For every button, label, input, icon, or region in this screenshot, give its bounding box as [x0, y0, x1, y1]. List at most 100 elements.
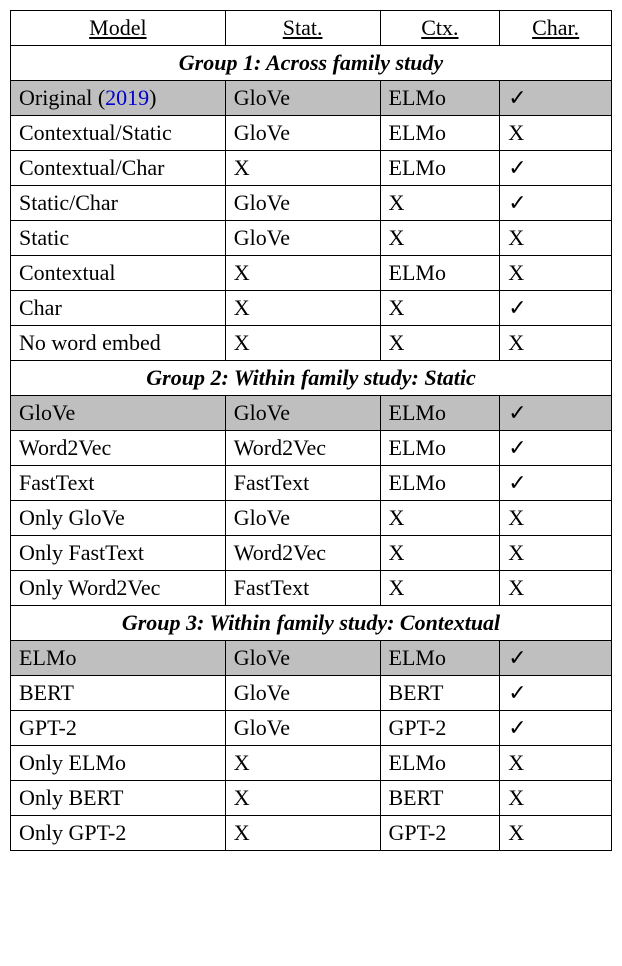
cell-stat: GloVe: [225, 711, 380, 746]
header-ctx: Ctx.: [380, 11, 500, 46]
cell-ctx: BERT: [380, 676, 500, 711]
cell-ctx: ELMo: [380, 396, 500, 431]
group-title: Group 3: Within family study: Contextual: [11, 606, 612, 641]
cell-model: Only BERT: [11, 781, 226, 816]
cell-model: Static/Char: [11, 186, 226, 221]
header-stat: Stat.: [225, 11, 380, 46]
cell-model: GloVe: [11, 396, 226, 431]
cell-ctx: X: [380, 536, 500, 571]
header-char: Char.: [500, 11, 612, 46]
cell-ctx: ELMo: [380, 466, 500, 501]
cell-char: ✓: [500, 186, 612, 221]
cell-stat: X: [225, 781, 380, 816]
cell-model: Only ELMo: [11, 746, 226, 781]
cell-ctx: X: [380, 291, 500, 326]
cell-char: X: [500, 256, 612, 291]
cell-ctx: X: [380, 326, 500, 361]
cell-model: Contextual/Static: [11, 116, 226, 151]
cell-model: Contextual/Char: [11, 151, 226, 186]
cell-ctx: X: [380, 571, 500, 606]
cell-stat: X: [225, 816, 380, 851]
table-row: BERTGloVeBERT✓: [11, 676, 612, 711]
cell-stat: FastText: [225, 571, 380, 606]
group-header-row: Group 1: Across family study: [11, 46, 612, 81]
group-header-row: Group 2: Within family study: Static: [11, 361, 612, 396]
cell-ctx: ELMo: [380, 116, 500, 151]
group-title: Group 1: Across family study: [11, 46, 612, 81]
cell-stat: X: [225, 151, 380, 186]
cell-ctx: ELMo: [380, 641, 500, 676]
cell-char: ✓: [500, 151, 612, 186]
table-row: GPT-2GloVeGPT-2✓: [11, 711, 612, 746]
cell-model: Only GPT-2: [11, 816, 226, 851]
cell-ctx: ELMo: [380, 81, 500, 116]
cell-char: X: [500, 536, 612, 571]
cell-char: ✓: [500, 676, 612, 711]
embeddings-table: Model Stat. Ctx. Char. Group 1: Across f…: [10, 10, 612, 851]
cell-char: X: [500, 501, 612, 536]
cell-stat: GloVe: [225, 641, 380, 676]
table-row: ELMoGloVeELMo✓: [11, 641, 612, 676]
cell-model: GPT-2: [11, 711, 226, 746]
cell-stat: GloVe: [225, 81, 380, 116]
cell-stat: X: [225, 256, 380, 291]
cell-model: FastText: [11, 466, 226, 501]
cell-char: ✓: [500, 396, 612, 431]
cell-stat: GloVe: [225, 221, 380, 256]
cell-model: BERT: [11, 676, 226, 711]
cell-model: ELMo: [11, 641, 226, 676]
table-row: Only Word2VecFastTextXX: [11, 571, 612, 606]
cell-char: ✓: [500, 641, 612, 676]
cell-ctx: BERT: [380, 781, 500, 816]
header-model: Model: [11, 11, 226, 46]
cell-model: Static: [11, 221, 226, 256]
cell-ctx: ELMo: [380, 431, 500, 466]
header-row: Model Stat. Ctx. Char.: [11, 11, 612, 46]
table-row: No word embedXXX: [11, 326, 612, 361]
cell-char: X: [500, 326, 612, 361]
table-row: CharXX✓: [11, 291, 612, 326]
table-row: Contextual/StaticGloVeELMoX: [11, 116, 612, 151]
cell-char: X: [500, 746, 612, 781]
cell-model: Only Word2Vec: [11, 571, 226, 606]
cell-stat: X: [225, 326, 380, 361]
cell-stat: Word2Vec: [225, 536, 380, 571]
table-row: Only BERTXBERTX: [11, 781, 612, 816]
cell-char: X: [500, 221, 612, 256]
cell-char: ✓: [500, 431, 612, 466]
cell-char: ✓: [500, 291, 612, 326]
cell-ctx: ELMo: [380, 256, 500, 291]
cell-char: ✓: [500, 81, 612, 116]
cell-stat: X: [225, 746, 380, 781]
cell-stat: GloVe: [225, 396, 380, 431]
cell-model: Char: [11, 291, 226, 326]
cell-char: ✓: [500, 466, 612, 501]
table-row: Word2VecWord2VecELMo✓: [11, 431, 612, 466]
table-row: StaticGloVeXX: [11, 221, 612, 256]
citation-link[interactable]: 2019: [105, 85, 149, 110]
cell-model: Only GloVe: [11, 501, 226, 536]
group-header-row: Group 3: Within family study: Contextual: [11, 606, 612, 641]
cell-char: X: [500, 571, 612, 606]
cell-ctx: ELMo: [380, 746, 500, 781]
table-row: Static/CharGloVeX✓: [11, 186, 612, 221]
cell-ctx: X: [380, 501, 500, 536]
cell-stat: GloVe: [225, 116, 380, 151]
cell-stat: GloVe: [225, 676, 380, 711]
cell-model: No word embed: [11, 326, 226, 361]
table-row: Contextual/CharXELMo✓: [11, 151, 612, 186]
table-row: Only GPT-2XGPT-2X: [11, 816, 612, 851]
cell-model: Contextual: [11, 256, 226, 291]
table-row: ContextualXELMoX: [11, 256, 612, 291]
cell-ctx: X: [380, 186, 500, 221]
cell-stat: X: [225, 291, 380, 326]
table-row: Only GloVeGloVeXX: [11, 501, 612, 536]
cell-model: Original (2019): [11, 81, 226, 116]
table-row: Only ELMoXELMoX: [11, 746, 612, 781]
cell-stat: GloVe: [225, 186, 380, 221]
table-row: FastTextFastTextELMo✓: [11, 466, 612, 501]
cell-char: X: [500, 781, 612, 816]
table-row: GloVeGloVeELMo✓: [11, 396, 612, 431]
table-row: Only FastTextWord2VecXX: [11, 536, 612, 571]
cell-stat: FastText: [225, 466, 380, 501]
